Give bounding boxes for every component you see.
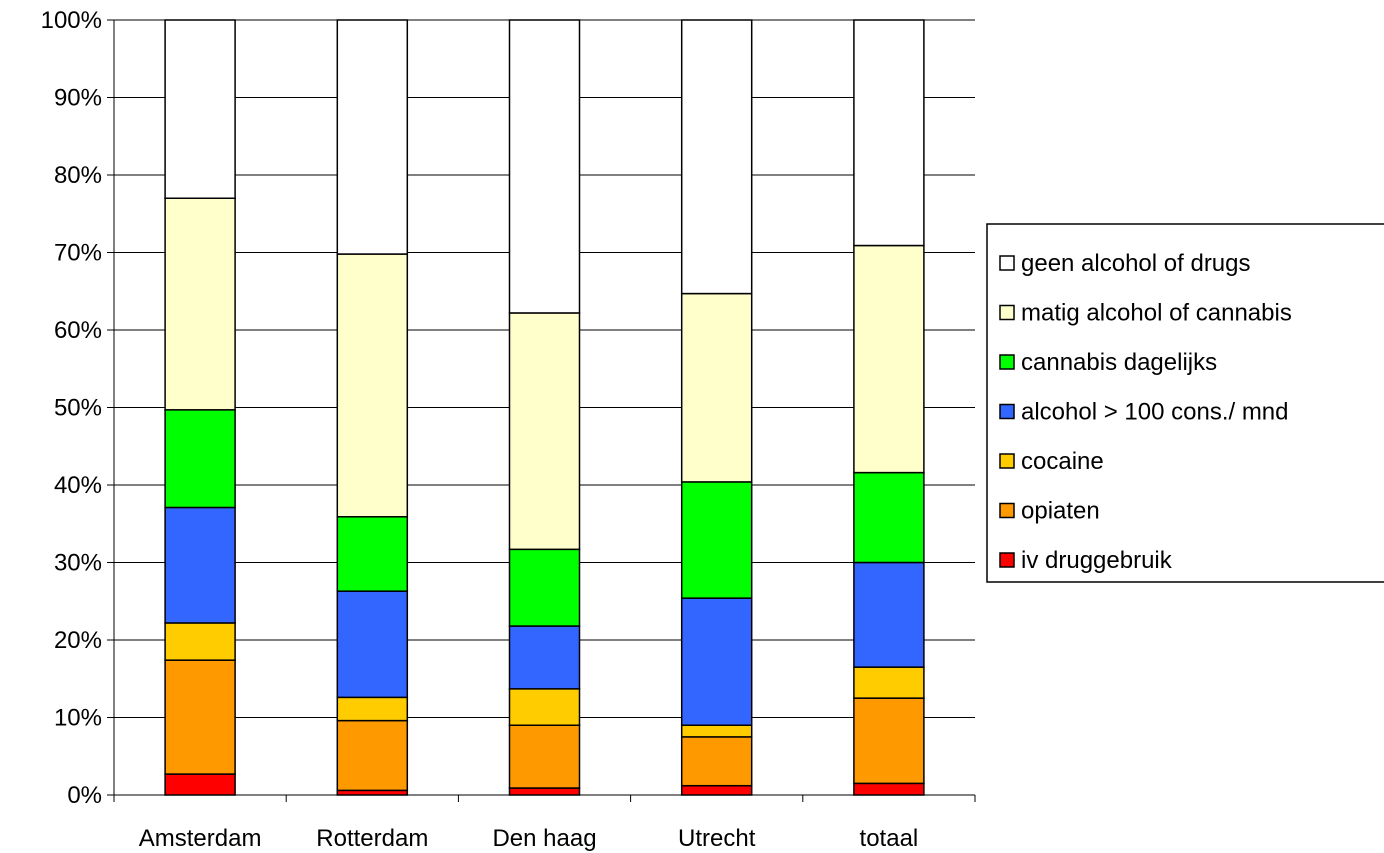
bar-segment: [853, 244, 925, 474]
legend-swatch: [999, 552, 1015, 568]
legend-frame: [986, 223, 1384, 583]
axes: [107, 19, 976, 802]
legend-label: alcohol > 100 cons./ mnd: [1021, 399, 1289, 426]
x-tick-label: Den haag: [492, 825, 596, 852]
y-tick-label: 0%: [67, 782, 102, 809]
legend-label: opiaten: [1021, 498, 1100, 525]
bar-segment: [853, 471, 925, 564]
legend-swatch: [999, 453, 1015, 469]
bar-segment: [853, 782, 925, 796]
bar-segment: [336, 19, 409, 255]
legend-swatch: [999, 502, 1015, 519]
y-tick-label: 10%: [54, 705, 102, 732]
bar-segment: [680, 724, 753, 738]
bar-segment: [853, 19, 925, 247]
bar-segment: [853, 697, 925, 785]
bar-segment: [164, 19, 236, 199]
y-tick-label: 100%: [41, 7, 102, 34]
bar-segment: [164, 409, 236, 509]
bar-segment: [680, 736, 753, 787]
x-tick-label: totaal: [860, 825, 919, 852]
bar-segment: [853, 666, 925, 699]
y-tick-label: 30%: [54, 550, 102, 577]
bar-segment: [164, 506, 236, 624]
x-axis-tick-labels: Amsterdam Rotterdam Den haag Utrecht totaal: [139, 825, 919, 852]
bar-segment: [853, 561, 925, 668]
y-tick-label: 90%: [54, 85, 102, 112]
legend-label: cannabis dagelijks: [1021, 349, 1217, 376]
bar-segment: [164, 622, 236, 661]
legend-label: geen alcohol of drugs: [1021, 250, 1251, 277]
bar-segment: [164, 197, 236, 411]
bar-segment: [508, 625, 581, 690]
bar-segment: [680, 597, 753, 727]
x-tick-label: Utrecht: [678, 825, 756, 852]
bar-segment: [164, 659, 236, 775]
bar-segment: [680, 784, 753, 796]
bar-segment: [164, 773, 236, 796]
y-tick-label: 80%: [54, 162, 102, 189]
x-tick-label: Amsterdam: [139, 825, 262, 852]
y-tick-label: 20%: [54, 627, 102, 654]
bar-segment: [508, 548, 581, 627]
bar-segment: [508, 787, 581, 796]
legend-swatch: [999, 304, 1015, 321]
bar-segment: [336, 253, 409, 518]
legend-label: iv druggebruik: [1021, 547, 1173, 574]
y-tick-label: 40%: [54, 472, 102, 499]
bar-segment: [508, 724, 581, 789]
bar-segment: [680, 292, 753, 483]
bar-segment: [508, 688, 581, 727]
y-tick-label: 70%: [54, 240, 102, 267]
bar-segment: [336, 590, 409, 699]
bar-segment: [680, 481, 753, 599]
bar-segment: [508, 19, 581, 314]
legend-swatch: [999, 255, 1015, 271]
bars: [164, 19, 925, 796]
y-axis-tick-labels: 0% 10% 20% 30% 40% 50% 60% 70% 80% 90% 100%: [41, 7, 102, 809]
bar-segment: [680, 19, 753, 295]
legend: geen alcohol of drugs matig alcohol of ca…: [986, 223, 1384, 583]
legend-swatch: [999, 403, 1015, 420]
x-tick-label: Rotterdam: [316, 825, 428, 852]
bar-segment: [336, 719, 409, 792]
bar-segment: [336, 516, 409, 592]
legend-swatch: [999, 354, 1015, 370]
legend-label: cocaine: [1021, 448, 1104, 475]
bar-segment: [508, 312, 581, 551]
bar-segment: [336, 696, 409, 722]
y-tick-label: 60%: [54, 317, 102, 344]
legend-label: matig alcohol of cannabis: [1021, 300, 1292, 327]
y-tick-label: 50%: [54, 395, 102, 422]
